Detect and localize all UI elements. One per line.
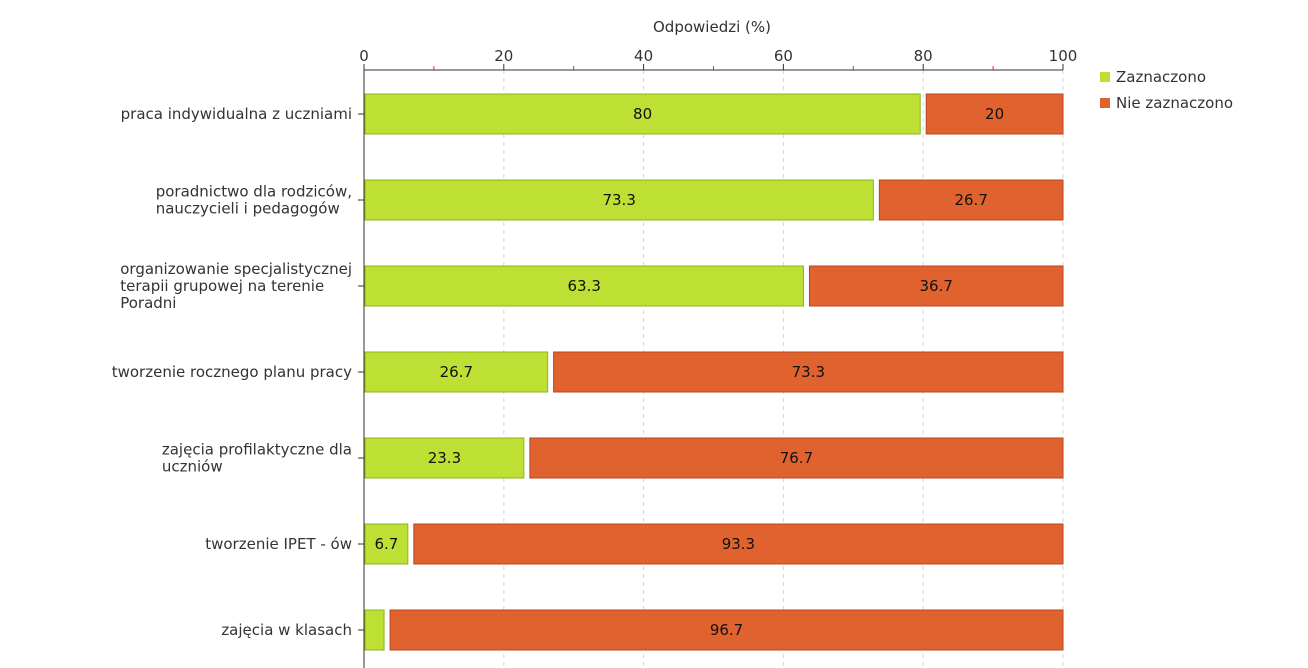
x-tick-label: 100 xyxy=(1049,47,1078,65)
legend: Zaznaczono Nie zaznaczono xyxy=(1100,68,1233,112)
data-label: 6.7 xyxy=(374,535,398,553)
bars: 80 20 73.3 26.7 63.3 36.7 26.7 73.3 23.3 76.7 6.7 9… xyxy=(364,93,1064,651)
category-label: tworzenie IPET - ów xyxy=(205,535,352,553)
x-axis: 0 20 40 60 80 100 xyxy=(358,47,1077,668)
data-label: 76.7 xyxy=(780,449,813,467)
data-label: 26.7 xyxy=(954,191,987,209)
category-labels: praca indywidualna z uczniami poradnictwo… xyxy=(112,105,352,639)
bar-nie-zaznaczono xyxy=(529,437,1064,479)
data-label: 73.3 xyxy=(602,191,635,209)
bar-nie-zaznaczono xyxy=(413,523,1064,565)
data-label: 26.7 xyxy=(440,363,473,381)
legend-label: Nie zaznaczono xyxy=(1116,94,1233,112)
category-label: organizowanie specjalistycznej terapii gr… xyxy=(120,260,352,312)
category-label: zajęcia w klasach xyxy=(221,621,352,639)
data-label: 20 xyxy=(985,105,1004,123)
bar-nie-zaznaczono xyxy=(878,179,1064,221)
x-tick-label: 20 xyxy=(494,47,513,65)
x-tick-label: 0 xyxy=(359,47,369,65)
bar-nie-zaznaczono xyxy=(925,93,1064,135)
data-label: 63.3 xyxy=(568,277,601,295)
category-label: praca indywidualna z uczniami xyxy=(121,105,352,123)
data-label: 80 xyxy=(633,105,652,123)
legend-swatch xyxy=(1100,72,1110,82)
data-label: 73.3 xyxy=(792,363,825,381)
category-label: tworzenie rocznego planu pracy xyxy=(112,363,352,381)
x-tick-label: 80 xyxy=(914,47,933,65)
data-label: 96.7 xyxy=(710,621,743,639)
x-axis-title: Odpowiedzi (%) xyxy=(653,18,771,36)
bar-zaznaczono xyxy=(364,437,525,479)
category-label: poradnictwo dla rodziców, nauczycieli i p… xyxy=(156,183,352,218)
legend-swatch xyxy=(1100,98,1110,108)
data-label: 93.3 xyxy=(722,535,755,553)
data-label: 23.3 xyxy=(428,449,461,467)
data-label: 36.7 xyxy=(920,277,953,295)
x-tick-label: 40 xyxy=(634,47,653,65)
bar-zaznaczono xyxy=(364,265,804,307)
bar-nie-zaznaczono xyxy=(808,265,1064,307)
bar-zaznaczono xyxy=(364,609,385,651)
bar-nie-zaznaczono xyxy=(389,609,1064,651)
bar-zaznaczono xyxy=(364,351,549,393)
bar-nie-zaznaczono xyxy=(553,351,1064,393)
bar-zaznaczono xyxy=(364,523,409,565)
bar-zaznaczono xyxy=(364,93,921,135)
legend-label: Zaznaczono xyxy=(1116,68,1206,86)
category-label: zajęcia profilaktyczne dla uczniów xyxy=(162,441,352,476)
bar-zaznaczono xyxy=(364,179,874,221)
x-tick-label: 60 xyxy=(774,47,793,65)
